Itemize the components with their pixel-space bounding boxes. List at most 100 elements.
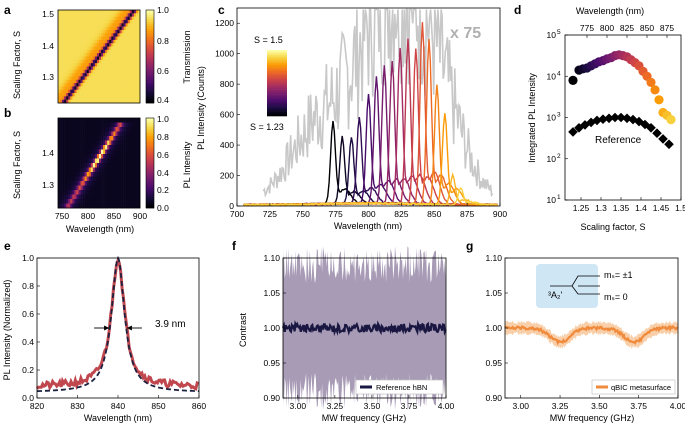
colorbar-segment (146, 205, 154, 209)
heatmap-cell (105, 10, 108, 14)
heatmap-cell (60, 83, 63, 87)
heatmap-cell (125, 136, 128, 141)
heatmap-cell (123, 10, 126, 14)
heatmap-cell (99, 181, 102, 186)
heatmap-cell (129, 76, 133, 81)
heatmap-cell (101, 185, 104, 191)
heatmap-cell (111, 69, 114, 74)
heatmap-cell (96, 149, 100, 155)
heatmap-cell (111, 26, 114, 31)
heatmap-cell (103, 145, 106, 150)
heatmap-cell (105, 96, 108, 100)
heatmap-cell (129, 36, 133, 41)
g-ytick-label: 1.00 (485, 323, 502, 333)
heatmap-cell (64, 131, 67, 137)
heatmap-cell (80, 181, 83, 186)
heatmap-cell (58, 131, 61, 137)
color-legend-segment (267, 76, 287, 79)
heatmap-cell (74, 79, 77, 84)
color-legend-segment (267, 87, 287, 90)
heatmap-cell (88, 118, 92, 123)
heatmap-cell (72, 99, 75, 104)
heatmap-cell (92, 79, 96, 84)
heatmap-cell (111, 93, 114, 97)
heatmap-cell (119, 86, 122, 91)
heatmap-cell (107, 140, 110, 146)
colorbar-segment (146, 133, 154, 137)
heatmap-cell (76, 36, 79, 41)
heatmap-cell (109, 158, 112, 164)
heatmap-cell (74, 29, 77, 34)
panel-a-colorbar (145, 9, 155, 104)
panel-f-letter: f (232, 239, 237, 253)
g-xtick-label: 3.75 (630, 401, 647, 411)
heatmap-cell (125, 49, 128, 54)
heatmap-cell (80, 136, 83, 141)
panel-b-xtick-1: 750 (55, 211, 69, 221)
heatmap-cell (76, 73, 79, 77)
heatmap-cell (109, 53, 112, 57)
heatmap-cell (133, 69, 137, 74)
heatmap-cell (103, 66, 106, 71)
heatmap-cell (84, 26, 87, 31)
heatmap-cell (70, 185, 73, 191)
heatmap-cell (70, 46, 73, 51)
heatmap-cell (92, 131, 96, 137)
heatmap-cell (94, 149, 98, 155)
heatmap-cell (129, 29, 133, 34)
heatmap-cell (68, 93, 71, 97)
heatmap-cell (76, 39, 79, 44)
heatmap-cell (96, 86, 100, 91)
heatmap-cell (94, 131, 98, 137)
heatmap-cell (72, 86, 75, 91)
heatmap-cell (131, 43, 135, 47)
colorbar-segment (146, 140, 154, 144)
heatmap-cell (78, 53, 81, 57)
heatmap-cell (137, 149, 141, 155)
heatmap-cell (72, 93, 75, 97)
heatmap-cell (92, 185, 96, 191)
heatmap-cell (103, 29, 106, 34)
heatmap-cell (113, 63, 116, 67)
heatmap-cell (131, 29, 135, 34)
heatmap-cell (68, 83, 71, 87)
heatmap-cell (131, 167, 135, 173)
heatmap-cell (64, 59, 67, 64)
heatmap-cell (74, 76, 77, 81)
heatmap-cell (94, 167, 98, 173)
heatmap-cell (94, 36, 98, 41)
heatmap-cell (64, 86, 67, 91)
heatmap-cell (74, 136, 77, 141)
heatmap-cell (86, 63, 90, 67)
heatmap-cell (119, 140, 122, 146)
heatmap-cell (92, 49, 96, 54)
heatmap-cell (94, 86, 98, 91)
heatmap-cell (99, 79, 102, 84)
heatmap-cell (127, 36, 131, 41)
heatmap-cell (76, 93, 79, 97)
heatmap-cell (101, 33, 104, 37)
panel-g-ticks: 1.101.051.000.950.903.00 3.25 3.50 3.75 4.00 (485, 253, 685, 411)
heatmap-cell (74, 36, 77, 41)
heatmap-cell (72, 49, 75, 54)
heatmap-cell (94, 76, 98, 81)
heatmap-cell (99, 59, 102, 64)
fwhm-arrowhead-left (104, 325, 110, 331)
heatmap-cell (74, 19, 77, 24)
heatmap-cell (105, 19, 108, 24)
heatmap-cell (119, 93, 122, 97)
heatmap-cell (80, 158, 83, 164)
heatmap-cell (88, 140, 92, 146)
heatmap-cell (117, 33, 120, 37)
heatmap-cell (96, 167, 100, 173)
heatmap-cell (137, 158, 141, 164)
heatmap-cell (76, 63, 79, 67)
heatmap-cell (117, 145, 120, 150)
heatmap-cell (123, 199, 126, 204)
heatmap-cell (127, 33, 131, 37)
heatmap-cell (94, 118, 98, 123)
heatmap-cell (78, 181, 81, 186)
colorbar-segment (146, 167, 154, 171)
heatmap-cell (86, 43, 90, 47)
heatmap-cell (82, 194, 85, 200)
